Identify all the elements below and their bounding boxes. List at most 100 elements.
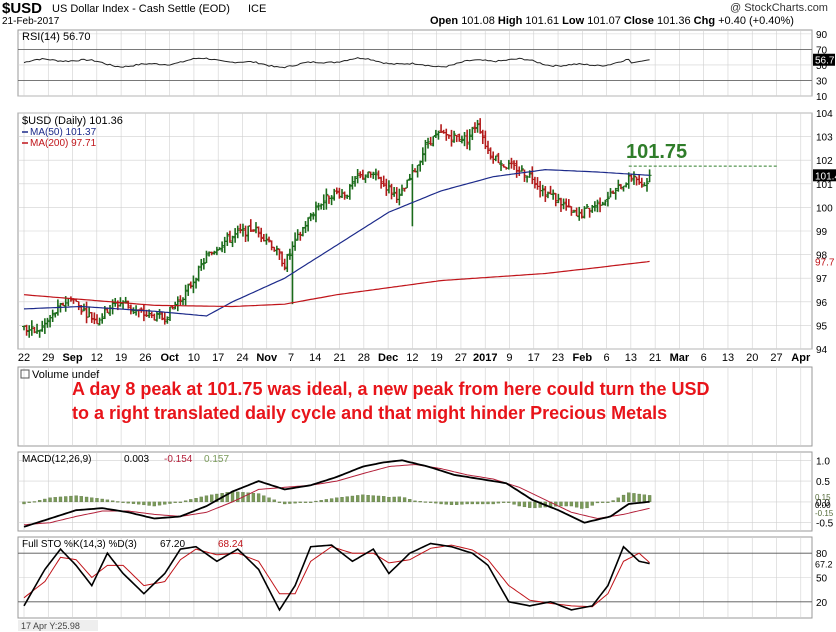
x-tick-label: 17 — [212, 352, 224, 364]
price-y-tick: 104 — [816, 109, 833, 120]
macd-histogram-bar — [356, 495, 360, 503]
macd-histogram-bar — [481, 501, 485, 505]
macd-histogram-bar — [116, 501, 120, 503]
macd-histogram-bar — [486, 501, 490, 505]
macd-histogram-bar — [246, 492, 250, 503]
macd-histogram-bar — [84, 496, 89, 503]
macd-histogram-bar — [131, 501, 136, 504]
x-tick-label: 7 — [288, 352, 294, 364]
price-y-tick: 103 — [816, 133, 833, 144]
macd-histogram-bar — [512, 501, 516, 505]
macd-histogram-bar — [585, 501, 589, 509]
x-tick-label: 21 — [333, 352, 345, 364]
legend-entry: MA(200) 97.71 — [30, 138, 97, 149]
macd-histogram-bar — [309, 501, 313, 503]
macd-histogram-bar — [262, 495, 266, 503]
x-tick-label: Dec — [378, 352, 398, 364]
price-y-tick: 95 — [816, 321, 828, 332]
low-value: 101.07 — [587, 15, 621, 27]
x-tick-label: 14 — [309, 352, 321, 364]
macd-histogram-bar — [126, 501, 130, 504]
macd-histogram-bar — [157, 501, 162, 506]
legend-entry: MA(50) 101.37 — [30, 127, 97, 138]
macd-histogram-bar — [43, 498, 47, 503]
open-value: 101.08 — [461, 15, 495, 27]
macd-histogram-bar — [371, 495, 375, 503]
sto-y-tick: 80 — [816, 549, 828, 560]
macd-histogram-bar — [470, 501, 474, 505]
macd-histogram-bar — [361, 494, 365, 503]
macd-histogram-bar — [163, 501, 167, 505]
macd-histogram-bar — [434, 501, 438, 504]
macd-histogram-bar — [137, 501, 141, 505]
macd-histogram-bar — [27, 501, 31, 503]
x-tick-label: 12 — [406, 352, 418, 364]
annotation-line-1: A day 8 peak at 101.75 was ideal, a new … — [72, 379, 710, 399]
sto-y-tick: 50 — [816, 574, 828, 585]
ohlc-readout: Open 101.08 High 101.61 Low 101.07 Close… — [430, 15, 794, 27]
annotation-line-2: to a right translated daily cycle and th… — [72, 403, 667, 423]
macd-histogram-bar — [496, 501, 501, 504]
close-value: 101.36 — [656, 15, 691, 27]
macd-histogram-bar — [314, 500, 318, 503]
macd-label-value: 0.003 — [124, 454, 149, 465]
x-tick-label: 19 — [431, 352, 443, 364]
ma200-tag-text: 97.7 — [815, 257, 835, 268]
x-tick-label: Apr — [791, 352, 811, 364]
x-tick-label: 26 — [139, 352, 151, 364]
macd-histogram-bar — [293, 501, 297, 504]
macd-histogram-bar — [121, 501, 125, 503]
macd-histogram-bar — [538, 501, 542, 508]
rsi-value-tag-text: 56.7 — [815, 56, 835, 67]
macd-histogram-bar — [517, 501, 521, 507]
macd-histogram-bar — [418, 501, 422, 503]
macd-histogram-bar — [606, 501, 610, 503]
price-y-tick: 101 — [816, 180, 833, 191]
macd-histogram-bar — [303, 501, 308, 503]
macd-histogram-bar — [465, 501, 469, 505]
x-tick-label: 28 — [358, 352, 370, 364]
macd-histogram-bar — [74, 495, 78, 503]
macd-histogram-bar — [335, 497, 339, 503]
macd-histogram-bar — [501, 501, 506, 503]
x-tick-label: 6 — [604, 352, 610, 364]
x-tick-label: 9 — [506, 352, 512, 364]
macd-histogram-bar — [423, 501, 428, 503]
sto-k-line — [23, 542, 650, 612]
x-tick-label: Oct — [160, 352, 179, 364]
open-label: Open — [430, 15, 459, 27]
macd-histogram-bar — [79, 496, 83, 503]
x-tick-label: 17 — [528, 352, 540, 364]
chart-exchange: ICE — [248, 3, 267, 15]
macd-histogram-bar — [460, 501, 464, 505]
macd-line — [23, 459, 650, 528]
macd-histogram-bar — [621, 494, 626, 503]
macd-histogram-bar — [288, 501, 292, 504]
macd-histogram-bar — [392, 496, 396, 503]
ma50-line — [23, 168, 650, 317]
footer-box — [18, 620, 98, 631]
macd-histogram-bar — [236, 491, 240, 503]
chart-date: 21-Feb-2017 — [2, 16, 60, 27]
rsi-y-tick: 10 — [816, 92, 828, 103]
x-tick-label: 13 — [625, 352, 637, 364]
price-y-tick: 102 — [816, 156, 833, 167]
macd-histogram-bar — [444, 501, 448, 505]
x-tick-label: 13 — [722, 352, 734, 364]
sto-label-name: Full STO %K(14,3) %D(3) — [22, 539, 137, 550]
macd-histogram-bar — [110, 500, 115, 503]
macd-histogram-bar — [183, 500, 188, 503]
price-y-tick: 94 — [816, 345, 828, 356]
macd-label-value: -0.154 — [164, 454, 193, 465]
macd-histogram-bar — [152, 501, 156, 507]
macd-histogram-bar — [256, 493, 261, 503]
macd-histogram-bar — [345, 496, 349, 503]
peak-label: 101.75 — [626, 141, 687, 163]
macd-histogram-bar — [32, 501, 37, 503]
macd-y-tick: 0.0 — [816, 498, 830, 509]
macd-histogram-bar — [439, 501, 443, 505]
macd-value-tag: 0.00 — [815, 501, 831, 510]
macd-histogram-bar — [142, 501, 146, 506]
macd-histogram-bar — [611, 500, 615, 503]
